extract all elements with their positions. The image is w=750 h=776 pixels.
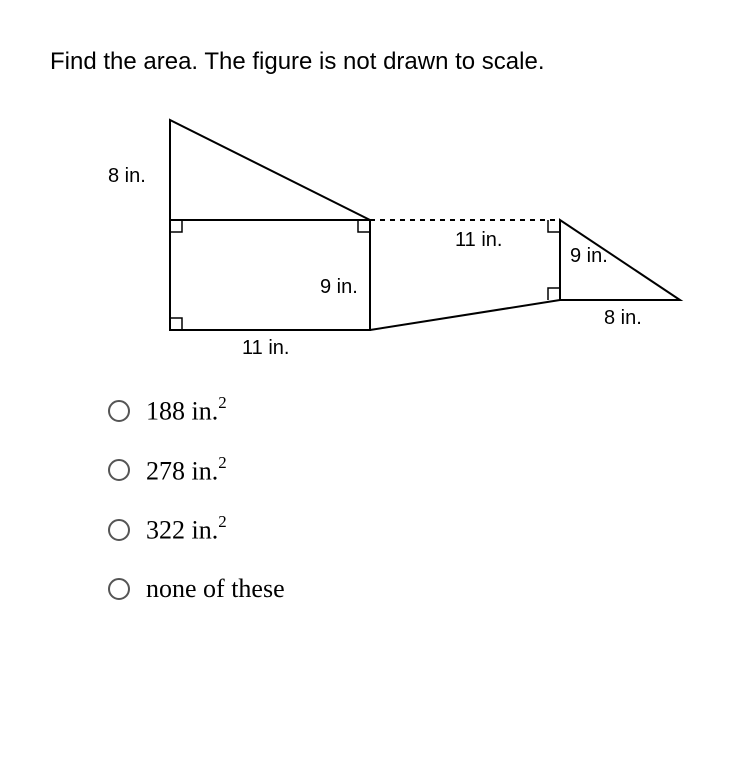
radio-icon [108, 400, 130, 422]
geometry-svg: 8 in. 11 in. 9 in. 11 in. 9 in. 8 in. [60, 100, 710, 360]
question-text: Find the area. The figure is not drawn t… [50, 48, 700, 76]
answer-options: 188 in.2 278 in.2 322 in.2 none of these [108, 395, 700, 604]
radio-icon [108, 578, 130, 600]
svg-text:9 in.: 9 in. [320, 276, 358, 298]
option-d[interactable]: none of these [108, 574, 700, 604]
svg-text:8 in.: 8 in. [604, 307, 642, 329]
option-label: 188 in.2 [146, 395, 227, 427]
option-label: 322 in.2 [146, 514, 227, 546]
option-label: none of these [146, 574, 285, 604]
svg-text:11 in.: 11 in. [455, 229, 502, 251]
radio-icon [108, 519, 130, 541]
svg-text:9 in.: 9 in. [570, 245, 608, 267]
radio-icon [108, 459, 130, 481]
figure: 8 in. 11 in. 9 in. 11 in. 9 in. 8 in. [60, 100, 700, 365]
svg-text:8 in.: 8 in. [108, 165, 146, 187]
option-c[interactable]: 322 in.2 [108, 514, 700, 546]
option-label: 278 in.2 [146, 455, 227, 487]
option-b[interactable]: 278 in.2 [108, 455, 700, 487]
option-a[interactable]: 188 in.2 [108, 395, 700, 427]
svg-text:11 in.: 11 in. [242, 337, 289, 359]
